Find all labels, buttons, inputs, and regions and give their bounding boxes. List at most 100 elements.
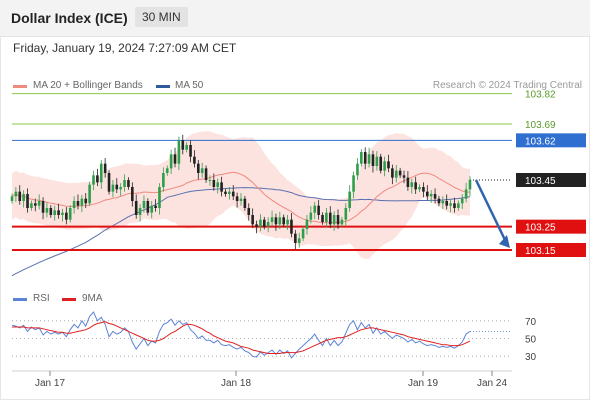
candle-body — [224, 191, 227, 194]
candle-body — [99, 163, 103, 183]
candle-body — [150, 205, 154, 213]
candle-body — [189, 145, 192, 157]
credit-text: Research © 2024 Trading Central — [432, 80, 582, 91]
candle-body — [134, 201, 138, 215]
candle-body — [445, 201, 449, 206]
candle-body — [88, 184, 91, 204]
candle-body — [76, 201, 80, 206]
candle-body — [131, 187, 134, 201]
candle-body — [290, 219, 293, 234]
candle-body — [208, 180, 212, 181]
candle-body — [255, 224, 258, 227]
candle-body — [379, 156, 383, 171]
candle-body — [96, 175, 99, 183]
candle-body — [305, 219, 309, 229]
candle-body — [398, 170, 402, 176]
candle-body — [53, 210, 56, 215]
candle-body — [259, 219, 262, 227]
candle-body — [138, 208, 142, 215]
candle-body — [158, 187, 161, 208]
ma20-line — [11, 171, 471, 224]
candle-body — [103, 163, 107, 173]
ma9-legend-label: 9MA — [82, 293, 103, 304]
candle-body — [457, 203, 460, 208]
candle-body — [251, 215, 254, 225]
candle-body — [422, 187, 425, 192]
candle-body — [410, 182, 414, 187]
bollinger-legend-swatch — [13, 85, 27, 88]
candle-body — [414, 182, 417, 190]
level-label-103.45: 103.45 — [525, 176, 556, 187]
candle-body — [321, 215, 324, 222]
ma9-legend-swatch — [62, 298, 76, 301]
candle-body — [332, 215, 336, 225]
candle-body — [453, 203, 456, 208]
candle-body — [239, 198, 243, 201]
candle-body — [162, 173, 165, 187]
candle-body — [325, 212, 328, 222]
candle-body — [127, 180, 130, 187]
candle-body — [344, 208, 348, 220]
ma50-legend-label: MA 50 — [175, 80, 204, 91]
candle-body — [41, 201, 45, 213]
x-tick-label: Jan 24 — [477, 378, 507, 389]
instrument-title: Dollar Index (ICE) — [11, 10, 128, 26]
projection-arrow-line — [474, 179, 508, 243]
candle-body — [33, 203, 37, 206]
header-bar: Dollar Index (ICE) 30 MIN — [0, 0, 590, 37]
candle-body — [449, 203, 452, 206]
candle-body — [220, 182, 223, 192]
projection-arrow-head — [499, 235, 510, 248]
candle-body — [433, 194, 437, 199]
candle-body — [274, 217, 278, 225]
rsi-tick-70: 70 — [525, 317, 537, 328]
candle-body — [193, 156, 196, 164]
candle-body — [68, 208, 72, 220]
candle-body — [464, 189, 468, 199]
candle-body — [270, 217, 274, 222]
candle-body — [394, 170, 398, 178]
candle-body — [278, 217, 282, 225]
candle-body — [37, 201, 41, 206]
candle-body — [402, 175, 406, 178]
rsi-ma9-line — [12, 321, 471, 354]
candle-body — [356, 163, 359, 176]
candle-body — [92, 175, 95, 185]
candle-body — [282, 217, 285, 225]
candle-body — [204, 168, 208, 180]
candle-body — [119, 187, 122, 190]
candle-body — [107, 173, 111, 192]
candle-body — [14, 191, 18, 197]
level-label-103.82: 103.82 — [525, 90, 556, 101]
rsi-tick-30: 30 — [525, 352, 537, 363]
candle-body — [243, 198, 247, 208]
candle-body — [216, 182, 220, 187]
rsi-legend-swatch — [13, 298, 27, 301]
candle-body — [165, 168, 169, 173]
candle-body — [426, 191, 429, 197]
candle-body — [154, 205, 157, 208]
candle-body — [80, 198, 84, 206]
candle-body — [45, 208, 49, 213]
candle-body — [437, 198, 441, 204]
candle-body — [177, 140, 181, 164]
candle-body — [328, 212, 332, 225]
level-label-bg-103.62 — [516, 133, 586, 148]
rsi-tick-50: 50 — [525, 335, 537, 346]
level-label-103.25: 103.25 — [525, 223, 556, 234]
candle-body — [26, 194, 29, 208]
candle-body — [418, 187, 421, 190]
level-label-bg-103.25 — [516, 219, 586, 234]
candle-body — [468, 180, 472, 190]
candle-body — [30, 203, 33, 208]
timeframe-button[interactable]: 30 MIN — [135, 7, 188, 27]
candle-body — [297, 238, 301, 243]
level-label-bg-103.45 — [516, 173, 586, 187]
level-label-103.69: 103.69 — [525, 120, 556, 131]
candle-body — [181, 140, 185, 150]
ma50-line — [11, 187, 471, 277]
candle-body — [460, 198, 464, 204]
candle-body — [363, 152, 367, 164]
level-label-bg-103.15 — [516, 243, 586, 257]
